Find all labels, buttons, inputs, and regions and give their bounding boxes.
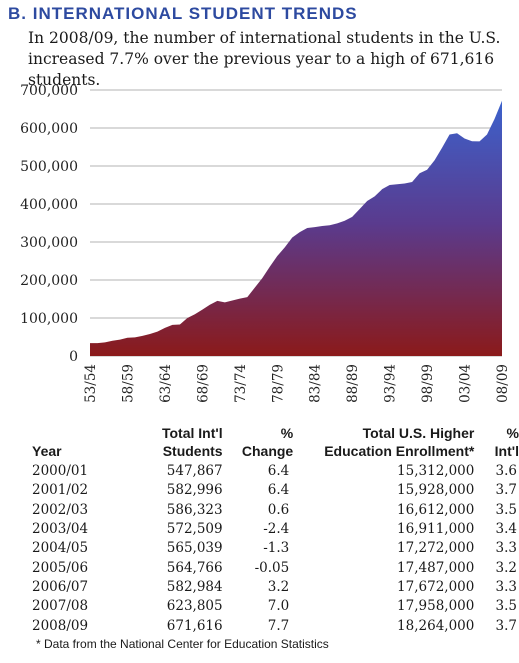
x-tick-label: 93/94 [383,364,399,403]
header-enroll-line1: Total U.S. Higher [362,425,475,441]
y-tick-label: 600,000 [20,121,78,137]
cell-year: 2001/02 [32,482,89,499]
cell-intl-pct: 3.5 [495,501,517,518]
cell-change: 6.4 [267,463,290,480]
table-row: 2003/04 572,509 -2.4 16,911,000 3.4 [0,520,519,539]
cell-enrollment: 17,487,000 [397,559,475,576]
y-tick-label: 100,000 [20,311,78,327]
x-tick-label: 78/79 [270,364,286,403]
y-tick-label: 0 [69,349,78,365]
y-tick-label: 400,000 [20,197,78,213]
table-row: 2007/08 623,805 7.0 17,958,000 3.5 [0,597,519,616]
x-tick-label: 53/54 [83,364,99,403]
section-title: B. INTERNATIONAL STUDENT TRENDS [8,4,358,23]
enrollment-table-container: Year Total Int'l Students % Change Total U… [0,424,519,636]
table-header-row: Year Total Int'l Students % Change Total U… [0,424,519,462]
cell-year: 2008/09 [32,617,89,634]
header-enrollment: Total U.S. Higher Education Enrollment* [296,424,474,462]
header-intl-line2: Int'l [494,443,519,459]
enrollment-table: Year Total Int'l Students % Change Total U… [0,424,519,636]
table-row: 2001/02 582,996 6.4 15,928,000 3.7 [0,481,519,500]
cell-change: 3.2 [267,578,290,595]
cell-year: 2004/05 [32,540,89,557]
cell-intl-pct: 3.2 [495,559,517,576]
cell-total: 564,766 [166,559,223,576]
cell-enrollment: 17,958,000 [397,598,475,615]
cell-enrollment: 17,672,000 [397,578,475,595]
table-row: 2000/01 547,867 6.4 15,312,000 3.6 [0,462,519,481]
y-axis-ticks: 0 100,000 200,000 300,000 400,000 500,000 600,… [20,83,78,365]
x-tick-label: 68/69 [195,364,211,403]
cell-total: 572,509 [166,521,223,538]
cell-enrollment: 17,272,000 [397,540,475,557]
cell-intl-pct: 3.6 [495,463,517,480]
cell-change: -2.4 [263,521,290,538]
header-change-line1: % [280,425,294,441]
header-enroll-line2: Education Enrollment* [324,443,475,459]
header-change-line2: Change [241,443,294,459]
x-tick-label: 08/09 [495,364,511,403]
cell-year: 2006/07 [32,578,89,595]
cell-total: 582,996 [166,482,223,499]
x-tick-label: 03/04 [458,364,474,403]
cell-enrollment: 16,612,000 [397,501,475,518]
cell-intl-pct: 3.3 [495,540,517,557]
table-row: 2005/06 564,766 -0.05 17,487,000 3.2 [0,558,519,577]
table-row: 2004/05 565,039 -1.3 17,272,000 3.3 [0,539,519,558]
cell-enrollment: 15,928,000 [397,482,475,499]
table-row: 2002/03 586,323 0.6 16,612,000 3.5 [0,501,519,520]
cell-intl-pct: 3.5 [495,598,517,615]
header-total-line2: Students [162,443,223,459]
cell-total: 623,805 [166,598,223,615]
cell-enrollment: 15,312,000 [397,463,475,480]
y-tick-label: 300,000 [20,235,78,251]
cell-year: 2007/08 [32,598,89,615]
x-tick-label: 73/74 [233,364,249,403]
y-tick-label: 700,000 [20,83,78,99]
cell-change: 0.6 [267,501,290,518]
footnote: * Data from the National Center for Educ… [36,637,329,651]
cell-change: -1.3 [263,540,290,557]
cell-total: 582,984 [166,578,223,595]
cell-intl-pct: 3.4 [495,521,517,538]
cell-total: 671,616 [166,617,223,634]
cell-change: -0.05 [254,559,290,576]
cell-total: 565,039 [166,540,223,557]
cell-year: 2000/01 [32,463,89,480]
area-chart: 0 100,000 200,000 300,000 400,000 500,000 600,… [20,83,511,403]
cell-enrollment: 16,911,000 [397,521,475,538]
cell-year: 2002/03 [32,501,89,518]
x-tick-label: 98/99 [420,364,436,403]
table-row: 2008/09 671,616 7.7 18,264,000 3.7 [0,616,519,635]
cell-intl-pct: 3.7 [495,617,517,634]
cell-enrollment: 18,264,000 [397,617,475,634]
x-tick-label: 88/89 [345,364,361,403]
area-series-path [90,100,502,356]
cell-year: 2003/04 [32,521,89,538]
header-change: % Change [223,424,297,462]
cell-intl-pct: 3.7 [495,482,517,499]
header-intl-pct: % Int'l [474,424,519,462]
x-tick-label: 83/84 [308,364,324,403]
header-year: Year [32,443,62,459]
area-series [90,100,502,356]
x-tick-label: 63/64 [158,364,174,403]
cell-change: 6.4 [267,482,290,499]
cell-change: 7.0 [267,598,290,615]
cell-total: 586,323 [166,501,223,518]
cell-intl-pct: 3.3 [495,578,517,595]
x-tick-label: 58/59 [121,364,137,403]
y-tick-label: 200,000 [20,273,78,289]
cell-change: 7.7 [267,617,290,634]
cell-total: 547,867 [166,463,223,480]
table-row: 2006/07 582,984 3.2 17,672,000 3.3 [0,578,519,597]
header-total-line1: Total Int'l [161,425,223,441]
x-axis-ticks: 53/54 58/59 63/64 68/69 73/74 78/79 83/84 88/89… [83,364,511,403]
header-total-students: Total Int'l Students [161,424,223,462]
chart-subtitle: In 2008/09, the number of international … [28,29,501,89]
header-intl-line1: % [506,425,519,441]
cell-year: 2005/06 [32,559,89,576]
y-tick-label: 500,000 [20,159,78,175]
